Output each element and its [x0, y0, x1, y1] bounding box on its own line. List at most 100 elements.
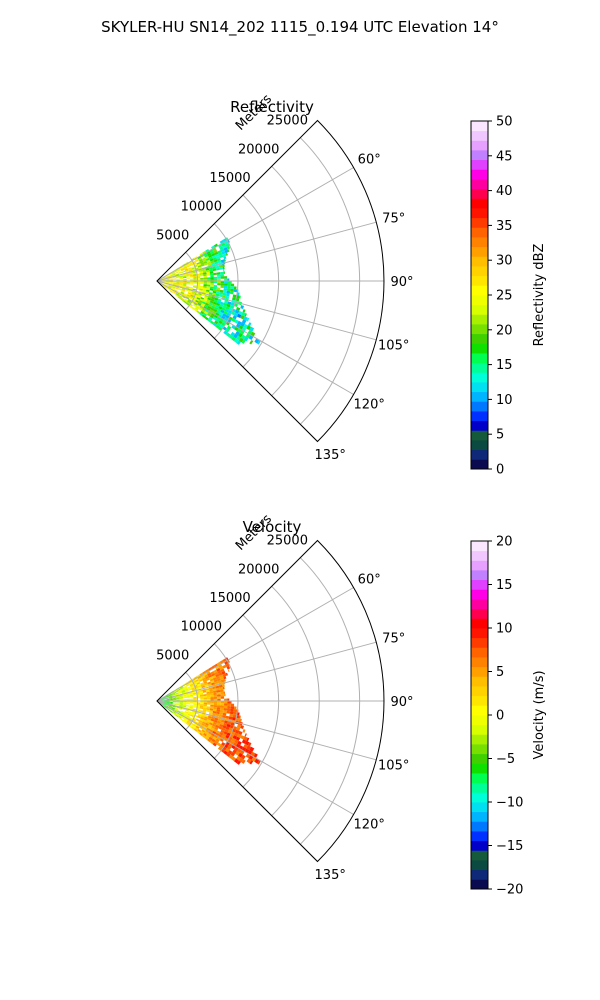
echo-cell: [193, 702, 197, 704]
echo-cell: [221, 307, 226, 312]
colorbar-segment: [471, 879, 488, 890]
echo-cell: [223, 269, 225, 272]
echo-cell: [220, 259, 225, 263]
echo-cell: [216, 291, 220, 295]
echo-cell: [226, 288, 231, 292]
echo-cell: [205, 256, 209, 260]
echo-cell: [200, 310, 205, 315]
echo-cell: [209, 309, 214, 313]
echo-cell: [189, 705, 194, 708]
echo-cell: [226, 245, 231, 250]
echo-cell: [200, 724, 205, 728]
colorbar-tick-label: 20: [496, 535, 513, 550]
echo-cell: [202, 270, 207, 273]
echo-cell: [233, 706, 237, 710]
azimuth-line: [156, 587, 354, 702]
echo-cell: [165, 285, 169, 287]
echo-cell: [177, 689, 181, 692]
echo-cell: [227, 721, 232, 725]
echo-cell: [162, 702, 167, 703]
echo-cell: [175, 706, 179, 709]
echo-cell: [235, 331, 240, 336]
echo-cell: [241, 339, 246, 344]
azimuth-line: [156, 700, 377, 761]
echo-cell: [172, 703, 177, 705]
echo-cell: [199, 290, 203, 293]
echo-cell: [212, 723, 217, 727]
echo-cell: [217, 698, 221, 701]
echo-cell: [186, 294, 191, 297]
echo-cell: [175, 286, 179, 289]
echo-cell: [193, 282, 197, 284]
echo-cell: [228, 754, 234, 760]
reflectivity-colorbar: 0 5 10 15 20 25 30 35 40 45 50: [470, 115, 513, 478]
echo-cell: [213, 692, 217, 696]
echo-cell: [213, 288, 217, 292]
echo-cell: [227, 249, 230, 252]
echo-cell: [222, 253, 227, 257]
colorbar-tick-label: −10: [496, 796, 523, 811]
echo-cell: [209, 729, 214, 733]
colorbar-segment: [471, 724, 488, 735]
echo-cell: [219, 738, 224, 742]
echo-cell: [203, 726, 208, 730]
echo-cell: [207, 733, 211, 737]
panel-title: Velocity: [243, 518, 302, 536]
echo-cell: [200, 683, 205, 687]
colorbar-segment: [471, 266, 488, 277]
echo-cell: [211, 305, 216, 309]
echo-cell: [207, 277, 211, 280]
echo-cell: [217, 260, 222, 264]
echo-cell: [222, 292, 227, 296]
echo-cell: [176, 701, 180, 703]
echo-cell: [212, 303, 217, 307]
echo-cell: [189, 695, 194, 698]
echo-cell: [211, 245, 216, 250]
echo-cell: [168, 693, 172, 696]
echo-cell: [165, 284, 169, 287]
echo-cell: [197, 715, 201, 719]
echo-cell: [222, 733, 227, 738]
echo-cell: [197, 263, 201, 267]
echo-cell: [226, 303, 231, 308]
echo-cell: [211, 296, 215, 300]
echo-cell: [220, 676, 225, 681]
echo-cell: [191, 292, 195, 295]
echo-cell: [234, 338, 239, 344]
echo-cell: [184, 711, 189, 714]
echo-cell: [209, 269, 213, 272]
colorbar-tick-label: 35: [496, 219, 513, 234]
echo-cell: [180, 268, 185, 271]
echo-cell: [225, 672, 228, 676]
echo-cell: [182, 695, 187, 698]
echo-cell: [202, 710, 206, 714]
echo-cell: [184, 687, 188, 690]
echo-cell: [199, 679, 203, 682]
echo-cell: [204, 736, 209, 741]
azimuth-tick-label: 120°: [354, 818, 385, 833]
echo-cell: [177, 690, 182, 693]
echo-cell: [233, 333, 239, 339]
echo-cell: [179, 274, 183, 277]
echo-cell: [165, 695, 169, 698]
echo-cell: [210, 727, 215, 731]
echo-cell: [191, 687, 195, 690]
echo-cell: [172, 291, 176, 295]
echo-cell: [166, 281, 170, 283]
colorbar-segment: [471, 647, 488, 658]
radial-tick-label: 5000: [156, 648, 189, 663]
echo-cell: [176, 293, 180, 296]
echo-cell: [218, 726, 223, 730]
echo-cell: [165, 284, 169, 286]
echo-cell: [183, 713, 188, 716]
echo-cell: [208, 304, 213, 308]
echo-cell: [203, 732, 207, 737]
echo-cell: [175, 707, 179, 710]
echo-cell: [180, 718, 184, 722]
echo-cell: [223, 290, 227, 294]
echo-cell: [215, 293, 220, 297]
echo-cell: [213, 669, 218, 674]
echo-cell: [176, 283, 180, 285]
echo-cell: [166, 702, 170, 704]
echo-cell: [209, 256, 213, 260]
